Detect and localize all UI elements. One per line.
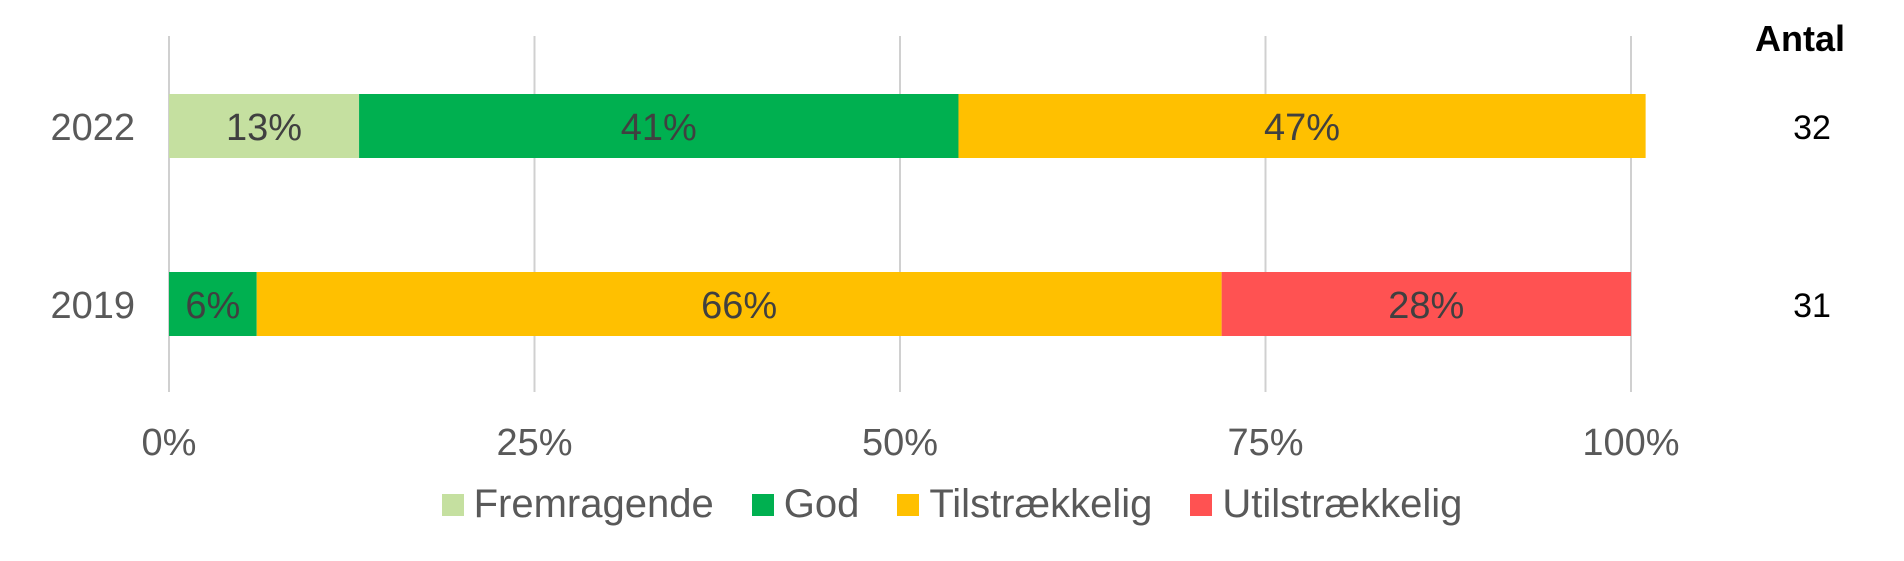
x-tick-label: 50%: [862, 422, 938, 464]
bar-segment: [169, 272, 257, 336]
x-tick-label: 75%: [1227, 422, 1303, 464]
antal-column-title: Antal: [1755, 18, 1845, 59]
legend: Fremragende God Tilstrækkelig Utilstrækkeli…: [0, 482, 1904, 527]
data-label: 66%: [701, 285, 777, 327]
data-label: 47%: [1264, 107, 1340, 149]
bar-segment: [169, 94, 360, 158]
antal-value: 32: [1793, 109, 1831, 147]
x-tick-label: 25%: [496, 422, 572, 464]
legend-swatch: [441, 493, 464, 516]
bar-segment: [256, 272, 1222, 336]
legend-item: God: [751, 482, 860, 527]
legend-item: Fremragende: [441, 482, 714, 527]
bar-segment: [359, 94, 959, 158]
category-label: 2019: [50, 285, 135, 327]
bar-segment: [1221, 272, 1631, 336]
x-tick-label: 100%: [1582, 422, 1679, 464]
antal-value: 31: [1793, 287, 1831, 325]
data-label: 13%: [226, 107, 302, 149]
legend-label: God: [783, 482, 860, 526]
legend-label: Tilstrækkelig: [929, 482, 1153, 526]
legend-swatch: [1190, 493, 1213, 516]
category-label: 2022: [50, 107, 135, 149]
legend-label: Fremragende: [473, 482, 714, 526]
data-label: 28%: [1388, 285, 1464, 327]
legend-item: Tilstrækkelig: [897, 482, 1152, 527]
data-label: 6%: [185, 285, 240, 327]
x-tick-label: 0%: [142, 422, 197, 464]
legend-swatch: [751, 493, 774, 516]
legend-label: Utilstrækkelig: [1222, 482, 1463, 526]
bar-segment: [958, 94, 1646, 158]
legend-swatch: [897, 493, 920, 516]
legend-item: Utilstrækkelig: [1190, 482, 1462, 527]
data-label: 41%: [621, 107, 697, 149]
